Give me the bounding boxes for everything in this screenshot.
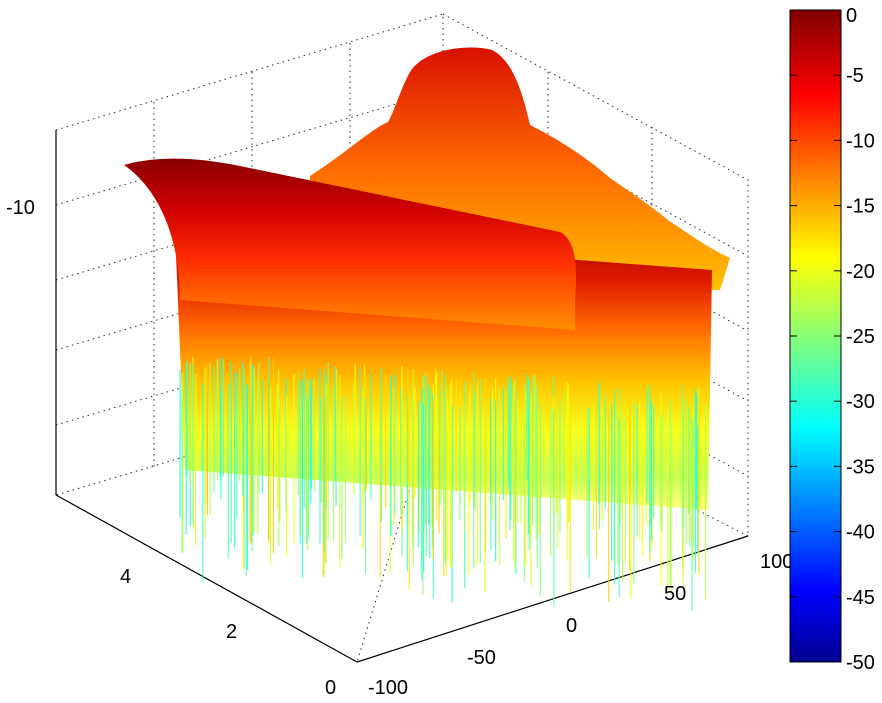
x-tick-label: -100 bbox=[368, 677, 408, 699]
z-tick-label: -10 bbox=[6, 197, 35, 219]
colorbar-ticks: 0 -5 -10 -15 -20 -25 -30 -35 -40 -45 -50 bbox=[790, 5, 875, 674]
colorbar-tick-label: -50 bbox=[846, 652, 875, 674]
colorbar-tick-label: -35 bbox=[846, 456, 875, 478]
colorbar-tick-label: -25 bbox=[846, 326, 875, 348]
x-axis-line bbox=[356, 535, 749, 663]
colorbar-tick-label: -30 bbox=[846, 391, 875, 413]
colorbar-tick-label: 0 bbox=[846, 5, 857, 27]
x-tick-label: 0 bbox=[566, 615, 577, 637]
colorbar-tick-label: -20 bbox=[846, 261, 875, 283]
y-tick-label: 4 bbox=[120, 566, 131, 588]
surface bbox=[124, 47, 730, 612]
colorbar-tick-label: -5 bbox=[846, 65, 864, 87]
surface-left-ridge bbox=[124, 158, 577, 330]
y-tick-label: 2 bbox=[226, 621, 237, 643]
colorbar-tick-label: -45 bbox=[846, 587, 875, 609]
x-tick-label: 50 bbox=[664, 583, 686, 605]
z-gridline bbox=[55, 89, 444, 206]
x-tick-label: -50 bbox=[467, 647, 496, 669]
x-tick-label: 100 bbox=[760, 551, 793, 573]
y-axis-line bbox=[55, 494, 358, 663]
colorbar-tick-label: -10 bbox=[846, 130, 875, 152]
y-tick-label: 0 bbox=[325, 677, 336, 699]
colorbar-gradient bbox=[789, 9, 842, 663]
colorbar-tick-label: -15 bbox=[846, 196, 875, 218]
tick-labels: -10 4 2 0 -100 -50 0 50 100 bbox=[6, 197, 793, 699]
colorbar-tick-label: -40 bbox=[846, 522, 875, 544]
colorbar: 0 -5 -10 -15 -20 -25 -30 -35 -40 -45 -50 bbox=[789, 5, 875, 674]
back-wall-right bbox=[442, 13, 749, 536]
